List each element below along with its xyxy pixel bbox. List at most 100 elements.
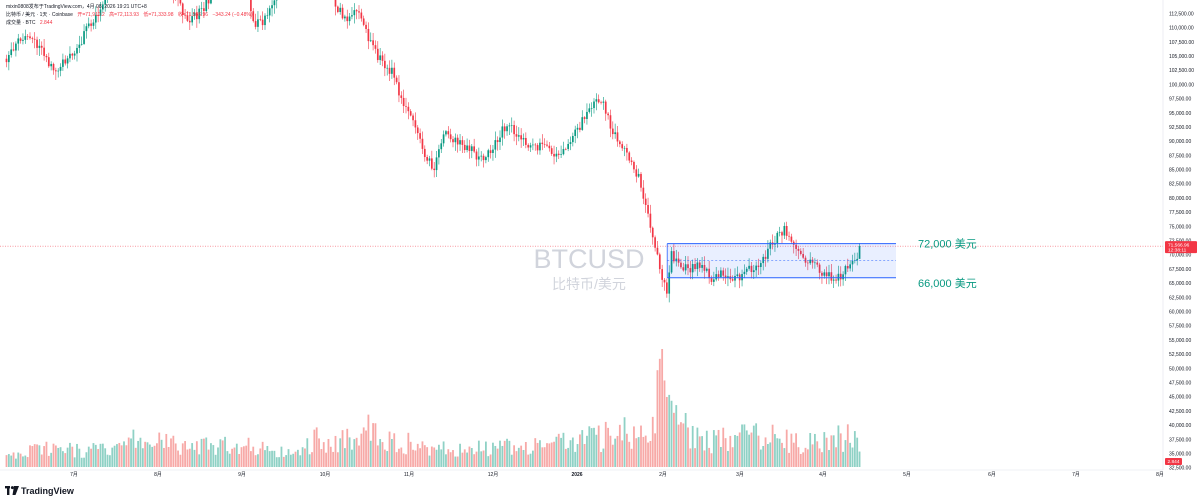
volume-bar[interactable] — [743, 424, 746, 467]
volume-bar[interactable] — [76, 443, 78, 467]
candle[interactable] — [811, 256, 814, 269]
candle[interactable] — [790, 233, 793, 244]
volume-bar[interactable] — [435, 449, 438, 467]
candle[interactable] — [461, 136, 464, 154]
candle[interactable] — [99, 1, 102, 22]
volume-bar[interactable] — [412, 449, 414, 467]
candle[interactable] — [374, 40, 377, 54]
volume-bar[interactable] — [242, 446, 245, 467]
candle[interactable] — [447, 126, 450, 139]
candle[interactable] — [851, 254, 854, 272]
volume-bar[interactable] — [673, 412, 675, 467]
candle[interactable] — [466, 138, 468, 153]
candle[interactable] — [694, 258, 696, 272]
candle[interactable] — [621, 141, 624, 152]
volume-bar[interactable] — [111, 447, 114, 467]
volume-bar[interactable] — [534, 438, 537, 467]
volume-bar[interactable] — [191, 443, 194, 467]
candle[interactable] — [419, 128, 421, 144]
candle[interactable] — [579, 121, 581, 133]
candle[interactable] — [506, 124, 508, 136]
volume-bar[interactable] — [109, 455, 111, 467]
volume-bar[interactable] — [5, 455, 8, 467]
volume-bar[interactable] — [501, 445, 504, 467]
candle[interactable] — [522, 133, 525, 147]
volume-bar[interactable] — [200, 438, 203, 467]
volume-bar[interactable] — [456, 456, 459, 467]
candle[interactable] — [271, 0, 273, 17]
volume-bar[interactable] — [22, 456, 24, 467]
volume-bar[interactable] — [402, 453, 405, 467]
volume-bar[interactable] — [604, 421, 607, 467]
volume-bar[interactable] — [416, 443, 419, 467]
candle[interactable] — [663, 278, 666, 291]
candle[interactable] — [193, 9, 196, 20]
candle[interactable] — [703, 256, 706, 279]
candle[interactable] — [764, 250, 767, 267]
volume-bar[interactable] — [12, 452, 15, 467]
candle[interactable] — [633, 160, 635, 173]
candle[interactable] — [388, 60, 391, 81]
volume-bar[interactable] — [383, 449, 386, 467]
volume-bar[interactable] — [379, 439, 382, 467]
volume-bar[interactable] — [388, 431, 391, 467]
volume-bar[interactable] — [463, 449, 466, 467]
volume-bar[interactable] — [520, 445, 523, 467]
candle[interactable] — [384, 53, 386, 77]
volume-bar[interactable] — [715, 435, 718, 467]
volume-bar[interactable] — [313, 429, 316, 467]
volume-bar[interactable] — [186, 449, 189, 467]
candle[interactable] — [273, 0, 276, 14]
candle[interactable] — [856, 252, 859, 266]
candle[interactable] — [264, 13, 266, 30]
candle[interactable] — [205, 0, 208, 13]
candle[interactable] — [252, 8, 255, 23]
volume-bar[interactable] — [278, 457, 280, 467]
volume-bar[interactable] — [569, 440, 572, 467]
volume-bar[interactable] — [757, 435, 760, 467]
candle[interactable] — [257, 11, 259, 33]
volume-bar[interactable] — [637, 437, 640, 467]
volume-bar[interactable] — [595, 434, 598, 467]
candle[interactable] — [666, 278, 668, 298]
volume-bar[interactable] — [376, 445, 379, 467]
volume-bar[interactable] — [851, 447, 854, 467]
volume-bar[interactable] — [548, 443, 551, 467]
candle[interactable] — [440, 138, 443, 154]
candle[interactable] — [435, 151, 438, 178]
candle[interactable] — [344, 14, 346, 22]
candle[interactable] — [421, 131, 424, 154]
candle[interactable] — [503, 123, 506, 139]
candle[interactable] — [391, 59, 393, 79]
candle[interactable] — [346, 9, 349, 29]
candle[interactable] — [626, 143, 628, 161]
candle[interactable] — [677, 251, 680, 267]
volume-bar[interactable] — [644, 435, 647, 467]
volume-bar[interactable] — [496, 448, 499, 467]
candle[interactable] — [807, 259, 809, 271]
volume-bar[interactable] — [289, 454, 292, 467]
candle[interactable] — [720, 267, 722, 278]
volume-bar[interactable] — [477, 440, 480, 467]
candle[interactable] — [470, 143, 473, 159]
volume-bar[interactable] — [123, 441, 125, 467]
volume-bar[interactable] — [783, 448, 786, 467]
volume-bar[interactable] — [348, 437, 351, 467]
volume-bar[interactable] — [282, 456, 285, 467]
candle[interactable] — [560, 145, 562, 158]
candle[interactable] — [275, 0, 278, 9]
volume-bar[interactable] — [576, 444, 579, 467]
candle[interactable] — [207, 0, 210, 10]
volume-bar[interactable] — [468, 446, 471, 467]
volume-bar[interactable] — [301, 447, 304, 467]
candle[interactable] — [788, 231, 790, 241]
volume-bar[interactable] — [825, 437, 828, 467]
candle[interactable] — [353, 3, 356, 24]
candle[interactable] — [17, 33, 20, 51]
volume-bar[interactable] — [466, 452, 468, 467]
candle[interactable] — [43, 38, 45, 61]
candle[interactable] — [797, 245, 800, 260]
volume-bar[interactable] — [80, 457, 83, 467]
volume-bar[interactable] — [71, 446, 74, 467]
candle[interactable] — [546, 140, 548, 148]
